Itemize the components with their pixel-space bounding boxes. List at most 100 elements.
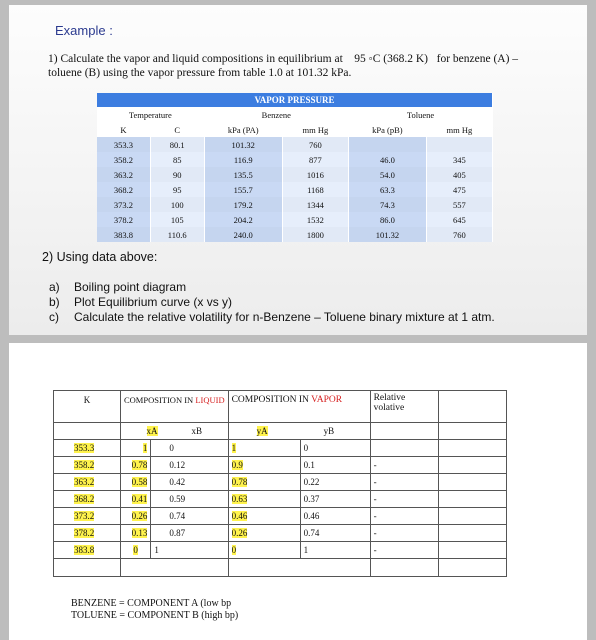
task-item-b: b) Plot Equilibrium curve (x vs y) — [49, 295, 233, 309]
table-row: 368.2 0.41 0.59 0.63 0.37 - — [53, 490, 507, 508]
table-cell: 80.1 — [150, 137, 205, 152]
value-xb: 0 — [169, 443, 174, 453]
composition-table: K COMPOSITION IN LIQUID COMPOSITION IN V… — [53, 390, 507, 577]
value-rv: - — [373, 460, 377, 470]
value-xa: 0.13 — [131, 528, 148, 538]
table-cell: 101.32 — [348, 227, 427, 242]
value-k: 383.8 — [74, 545, 95, 555]
cell-ya: 0.46 — [227, 507, 301, 525]
cell-xb: 0 — [150, 439, 229, 457]
cell-k: 378.2 — [53, 524, 121, 542]
table-cell: 645 — [426, 212, 494, 227]
value-xb: 0.12 — [169, 460, 186, 470]
col-header: kPa (PA) — [204, 122, 283, 137]
table-cell: 105 — [150, 212, 205, 227]
value-k: 358.2 — [74, 460, 95, 470]
cell-ya: 0.63 — [227, 490, 301, 508]
table-row: 373.2 100 179.2 1344 74.3 557 — [97, 197, 494, 212]
cell-xa: 1 — [119, 439, 151, 457]
cell-yb: 1 — [299, 541, 371, 559]
col-header: C — [150, 122, 205, 137]
table-cell: 240.0 — [204, 227, 283, 242]
question-2: 2) Using data above: — [42, 250, 158, 264]
table-cell: 179.2 — [204, 197, 283, 212]
cell-xb: 0.87 — [150, 524, 229, 542]
table-title: VAPOR PRESSURE — [97, 93, 493, 107]
value-yb: 0.1 — [303, 460, 315, 470]
cell-xb: 0.42 — [150, 473, 229, 491]
table-cell: 475 — [426, 182, 494, 197]
cell-yb: 0.22 — [299, 473, 371, 491]
table-cell: 1344 — [282, 197, 349, 212]
cell-xa: 0.26 — [119, 507, 151, 525]
cell-xb: 0.12 — [150, 456, 229, 474]
cell-ya: 0.9 — [227, 456, 301, 474]
cell-empty — [437, 473, 507, 491]
value-xb: 0.74 — [169, 511, 186, 521]
table-row: 353.3 80.1 101.32 760 — [97, 137, 494, 152]
header-k: K — [53, 390, 121, 423]
table-cell: 353.3 — [97, 137, 151, 152]
table-cell: 760 — [282, 137, 349, 152]
footnote: BENZENE = COMPONENT A (low bp TOLUENE = … — [71, 598, 238, 622]
col-header: kPa (pB) — [348, 122, 427, 137]
value-yb: 0.22 — [303, 477, 320, 487]
value-xb: 0.87 — [169, 528, 186, 538]
cell-empty — [437, 507, 507, 525]
sub-ya-yb: yA yB — [227, 422, 371, 440]
footnote-toluene: TOLUENE = COMPONENT B (high bp) — [71, 610, 239, 621]
header-liquid: COMPOSITION IN LIQUID — [120, 390, 229, 423]
table-cell: 54.0 — [348, 167, 427, 182]
task-list: a) Boiling point diagram b) Plot Equilibri… — [49, 280, 495, 325]
table-cell: 86.0 — [348, 212, 427, 227]
header-relative-volative: Relative volative — [369, 390, 439, 423]
cell-ya: 0.26 — [227, 524, 301, 542]
cell-rv — [369, 439, 439, 457]
cell-empty — [437, 524, 507, 542]
cell-xb: 1 — [150, 541, 229, 559]
cell-ya: 1 — [227, 439, 301, 457]
group-header-temperature: Temperature — [97, 107, 205, 122]
table-cell: 90 — [150, 167, 205, 182]
value-xb: 1 — [154, 545, 159, 555]
value-ya: 0 — [231, 545, 237, 555]
table-cell: 46.0 — [348, 152, 427, 167]
cell-k: 368.2 — [53, 490, 121, 508]
cell-yb: 0.1 — [299, 456, 371, 474]
table-cell: 383.8 — [97, 227, 151, 242]
table-row: 373.2 0.26 0.74 0.46 0.46 - — [53, 507, 507, 525]
cell-xa: 0.78 — [119, 456, 151, 474]
table-cell: 405 — [426, 167, 494, 182]
slide-bottom: K COMPOSITION IN LIQUID COMPOSITION IN V… — [9, 343, 587, 640]
value-rv: - — [373, 545, 377, 555]
table-row: 368.2 95 155.7 1168 63.3 475 — [97, 182, 494, 197]
cell-xa: 0.58 — [119, 473, 151, 491]
col-header: mm Hg — [282, 122, 349, 137]
value-rv: - — [373, 511, 377, 521]
cell-xa: 0.41 — [119, 490, 151, 508]
value-xb: 0.59 — [169, 494, 186, 504]
example-title: Example : — [55, 23, 113, 38]
table-cell: 1168 — [282, 182, 349, 197]
value-rv: - — [373, 477, 377, 487]
value-xb: 0.42 — [169, 477, 186, 487]
value-rv: - — [373, 528, 377, 538]
cell-ya: 0 — [227, 541, 301, 559]
value-k: 353.3 — [74, 443, 95, 453]
sub-empty — [369, 422, 439, 440]
cell-empty — [437, 456, 507, 474]
value-yb: 0 — [303, 443, 309, 453]
cell-k: 353.3 — [53, 439, 121, 457]
sub-empty — [53, 422, 121, 440]
cell-yb: 0 — [299, 439, 371, 457]
cell-rv: - — [369, 507, 439, 525]
header-empty — [437, 390, 507, 423]
value-k: 363.2 — [74, 477, 95, 487]
table-row: 358.2 0.78 0.12 0.9 0.1 - — [53, 456, 507, 474]
value-ya: 0.26 — [231, 528, 248, 538]
cell-yb: 0.74 — [299, 524, 371, 542]
table-cell: 557 — [426, 197, 494, 212]
table-cell: 95 — [150, 182, 205, 197]
value-yb: 0.37 — [303, 494, 320, 504]
table-cell: 100 — [150, 197, 205, 212]
